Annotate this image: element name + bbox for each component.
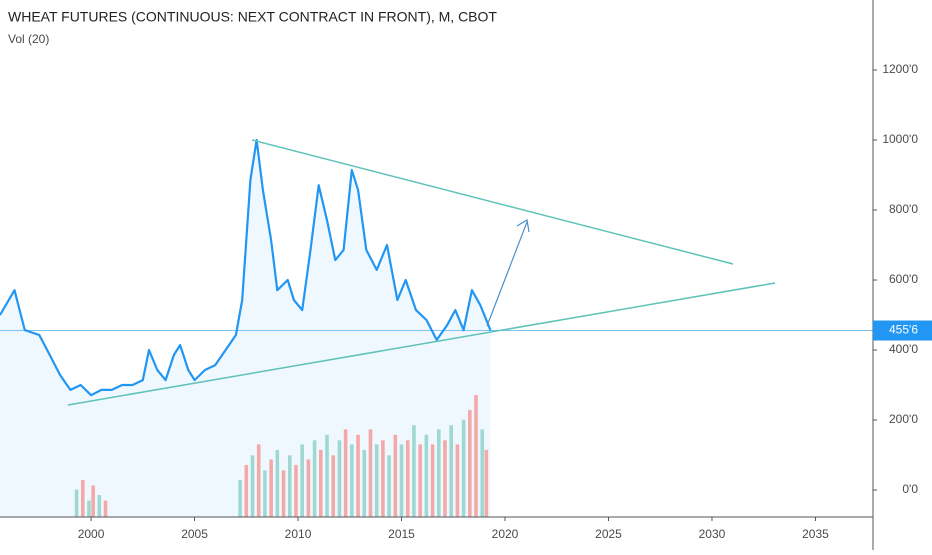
x-tick-label: 2000 — [78, 527, 105, 541]
y-tick-label: 200'0 — [889, 412, 918, 426]
volume-bar — [244, 464, 249, 517]
last-price-box — [873, 320, 932, 341]
volume-bar — [412, 425, 416, 517]
volume-bar — [393, 434, 398, 517]
volume-bar — [312, 440, 317, 517]
volume-bar — [337, 440, 342, 517]
y-tick-label: 600'0 — [889, 272, 918, 286]
x-tick-label: 2035 — [802, 527, 829, 541]
volume-bar — [455, 444, 460, 517]
volume-bar — [381, 440, 385, 517]
volume-bar — [250, 455, 255, 517]
x-tick-label: 2020 — [492, 527, 519, 541]
volume-bar — [356, 434, 360, 517]
volume-bar — [87, 500, 91, 517]
volume-bar — [468, 410, 472, 517]
chart-title: WHEAT FUTURES (CONTINUOUS: NEXT CONTRACT… — [8, 9, 497, 25]
volume-bar — [418, 444, 422, 517]
plot-area — [0, 138, 873, 517]
volume-bar — [368, 429, 373, 517]
x-tick-label: 2015 — [388, 527, 415, 541]
y-tick-label: 400'0 — [889, 342, 918, 356]
volume-label: Vol (20) — [8, 32, 49, 46]
volume-bar — [238, 480, 242, 517]
x-tick-label: 2010 — [285, 527, 312, 541]
last-price-label: 455'6 — [889, 323, 918, 337]
arrow — [486, 219, 530, 327]
volume-bar — [424, 434, 429, 517]
y-tick-label: 1000'0 — [882, 132, 918, 146]
volume-bar — [263, 470, 267, 517]
x-tick-label: 2030 — [699, 527, 726, 541]
volume-bar — [331, 455, 336, 517]
volume-bar — [294, 464, 298, 517]
volume-bar — [97, 495, 102, 517]
volume-bar — [343, 429, 348, 517]
x-tick-label: 2025 — [595, 527, 622, 541]
volume-bar — [362, 449, 367, 517]
volume-bar — [74, 489, 79, 517]
y-tick-label: 800'0 — [889, 202, 918, 216]
volume-bar — [405, 440, 410, 517]
volume-bar — [300, 444, 304, 517]
volume-bar — [306, 459, 311, 517]
y-tick-label: 0'0 — [902, 482, 918, 496]
volume-bar — [350, 444, 354, 517]
y-tick-label: 1200'0 — [882, 62, 918, 76]
volume-bar — [443, 440, 447, 517]
volume-bar — [387, 455, 391, 517]
volume-bar — [319, 449, 323, 517]
volume-bar — [269, 459, 273, 517]
volume-bar — [281, 470, 286, 517]
volume-bar — [399, 444, 404, 517]
volume-bar — [103, 500, 108, 517]
volume-bar — [436, 429, 441, 517]
price-line — [0, 138, 492, 397]
volume-bar — [80, 480, 85, 517]
resistance-trendline — [251, 139, 734, 265]
volume-bar — [480, 429, 485, 517]
volume-bar — [484, 449, 489, 517]
volume-bar — [474, 395, 478, 517]
volume-bar — [374, 444, 379, 517]
x-tick-label: 2005 — [181, 527, 208, 541]
volume-bar — [287, 455, 292, 517]
volume-bar — [325, 434, 329, 517]
volume-bar — [461, 419, 466, 517]
support-trendline — [67, 282, 776, 406]
volume-bar — [430, 444, 435, 517]
volume-bar — [256, 444, 261, 517]
volume-bar — [91, 485, 95, 517]
price-area — [0, 140, 491, 517]
volume-bar — [449, 425, 453, 517]
volume-bar — [275, 449, 280, 517]
